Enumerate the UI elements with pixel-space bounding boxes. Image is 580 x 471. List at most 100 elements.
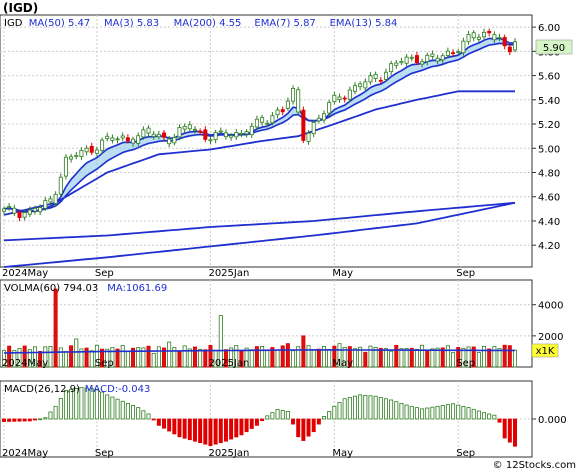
macd-xtick-label: 2024May xyxy=(2,448,48,459)
candle-body xyxy=(409,56,414,59)
x1k-box: x1K xyxy=(531,343,559,358)
volume-x-axis: 2024May Sep 2025Jan May Sep xyxy=(2,358,475,369)
macd-bar xyxy=(394,401,399,420)
price-x-axis: 2024May Sep 2025Jan May Sep xyxy=(2,268,475,279)
macd-bar xyxy=(270,412,275,420)
macd-bar xyxy=(409,405,414,420)
volume-bar xyxy=(430,348,435,368)
ema-band xyxy=(4,37,515,214)
volume-bar xyxy=(136,347,141,368)
volume-xtick-label: Sep xyxy=(456,358,475,369)
macd-bar xyxy=(260,418,265,421)
candle-body xyxy=(332,94,337,103)
volume-bar xyxy=(378,347,383,368)
volume-ma-path xyxy=(3,349,516,354)
macd-bar xyxy=(218,418,223,444)
volume-bar xyxy=(311,349,316,368)
macd-bar xyxy=(22,418,27,422)
volume-xtick-label: 2025Jan xyxy=(208,358,249,369)
candle-body xyxy=(146,127,151,134)
volume-bar xyxy=(120,345,125,368)
macd-bar xyxy=(414,407,419,420)
candle-body xyxy=(358,83,363,88)
macd-bar xyxy=(363,394,368,420)
volume-bar xyxy=(162,347,167,368)
volume-bar xyxy=(260,346,265,368)
volume-bar xyxy=(322,345,327,368)
macd-bar xyxy=(182,418,187,439)
volume-bar xyxy=(296,346,301,368)
macd-bar xyxy=(115,398,120,420)
candle-body xyxy=(311,122,316,135)
macd-bar xyxy=(156,418,161,426)
volume-bar xyxy=(507,345,512,368)
candle-body xyxy=(89,145,94,153)
volume-bar xyxy=(327,349,332,368)
candle-body xyxy=(492,34,497,41)
candle-body xyxy=(513,41,518,51)
macd-bar xyxy=(383,398,388,420)
volume-bar xyxy=(244,347,249,368)
price-ytick-label: 4.80 xyxy=(538,169,560,180)
candle-body xyxy=(120,135,125,139)
macd-bar xyxy=(358,394,363,420)
candle-body xyxy=(74,155,79,158)
candle-body xyxy=(327,102,332,114)
candle-body xyxy=(63,156,68,177)
macd-bar xyxy=(456,404,461,420)
price-pane: 4.204.404.604.805.005.205.405.605.806.00… xyxy=(0,14,573,279)
volume-bar xyxy=(63,351,68,368)
volume-ytick-label: 2000 xyxy=(538,332,563,343)
volume-bar xyxy=(48,346,53,368)
price-grid xyxy=(0,15,532,267)
price-ytick-label: 4.40 xyxy=(538,217,560,228)
volume-bar xyxy=(89,350,94,368)
macd-bar xyxy=(296,418,301,438)
macd-bar xyxy=(368,395,373,420)
candle-body xyxy=(125,137,130,142)
candle-body xyxy=(440,55,445,61)
volume-bar xyxy=(12,350,17,368)
ma200-line xyxy=(3,201,516,242)
macd-bar xyxy=(146,413,151,420)
candle-body xyxy=(497,36,502,39)
volume-bar xyxy=(399,348,404,368)
macd-bar xyxy=(347,397,352,420)
macd-bar xyxy=(404,404,409,420)
macd-bar xyxy=(316,418,321,425)
candle-body xyxy=(162,132,167,138)
macd-bar xyxy=(79,386,84,420)
candle-body xyxy=(43,200,48,209)
volume-bar xyxy=(513,349,518,368)
candle-body xyxy=(229,135,234,138)
macd-bar xyxy=(254,418,259,426)
footer-credit: © 12Stocks.com xyxy=(493,460,576,471)
macd-bar xyxy=(74,387,79,420)
macd-bar xyxy=(187,418,192,441)
price-xtick-label: May xyxy=(332,268,353,279)
volume-bar xyxy=(451,352,456,368)
macd-bar xyxy=(337,402,342,420)
volume-ytick-label: 4000 xyxy=(538,301,563,312)
candle-body xyxy=(265,122,270,125)
candle-body xyxy=(352,85,357,92)
volume-bar xyxy=(79,348,84,368)
volume-bar xyxy=(492,346,497,368)
macd-bar xyxy=(389,399,394,420)
candle-body xyxy=(94,149,99,154)
volume-bar xyxy=(337,343,342,368)
price-ytick-label: 4.60 xyxy=(538,193,560,204)
ma50-line xyxy=(3,90,515,216)
volume-bar xyxy=(203,349,208,368)
price-ytick-label: 5.00 xyxy=(538,144,560,155)
candle-body xyxy=(270,115,275,124)
volume-bar xyxy=(53,288,58,368)
macd-bar xyxy=(177,418,182,438)
macd-bar xyxy=(342,398,347,420)
volume-bar xyxy=(389,350,394,368)
candle-body xyxy=(445,50,450,56)
candle-body xyxy=(461,40,466,54)
price-legend-item: EMA(7) 5.87 xyxy=(254,18,315,29)
macd-bar xyxy=(12,418,17,422)
macd-bar xyxy=(151,418,156,421)
